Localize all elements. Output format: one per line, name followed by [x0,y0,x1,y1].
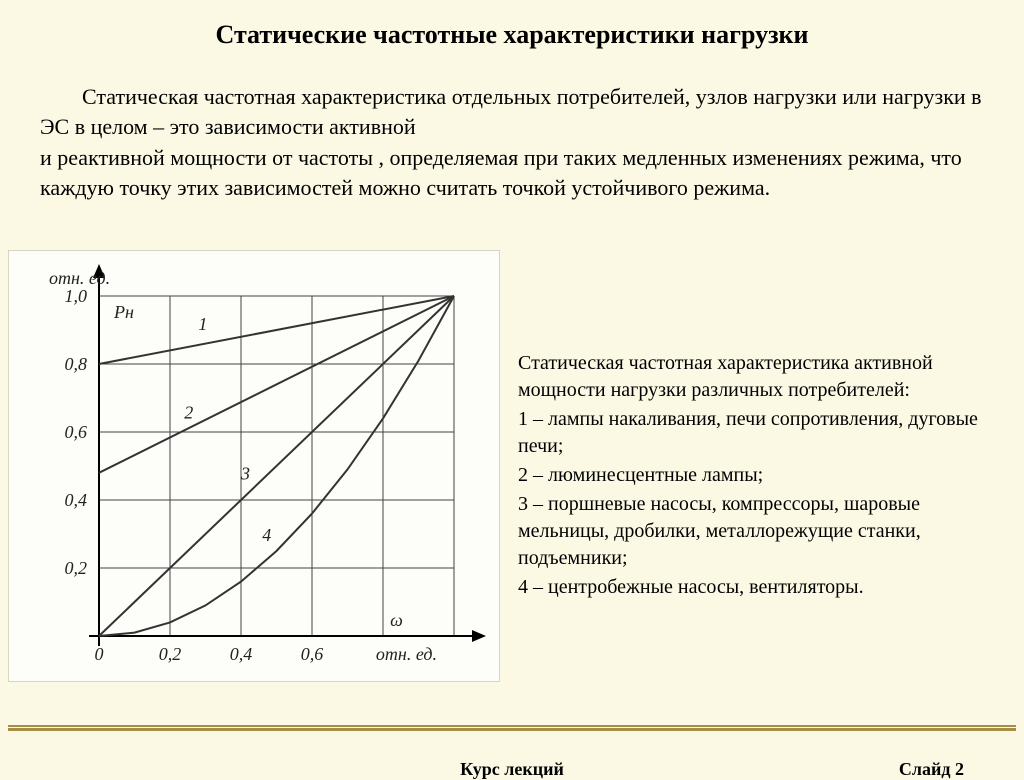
svg-text:0,4: 0,4 [230,644,253,664]
legend-item-2: 2 – люминесцентные лампы; [518,462,1004,489]
curve-label-1: 1 [198,314,207,334]
chart-svg: 123400,20,40,60,20,40,60,81,0отн. ед.Pнω… [9,251,499,681]
svg-text:0,8: 0,8 [65,354,88,374]
legend-intro: Статическая частотная характеристика акт… [518,350,1004,404]
svg-text:0,4: 0,4 [65,490,88,510]
legend-item-4: 4 – центробежные насосы, вентиляторы. [518,574,1004,601]
footer-rule [8,725,1016,731]
paragraph-1: Статическая частотная характеристика отд… [0,82,1024,141]
curve-label-2: 2 [184,402,193,422]
svg-text:Pн: Pн [113,302,134,322]
footer-center: Курс лекций [0,759,1024,780]
content-row: 123400,20,40,60,20,40,60,81,0отн. ед.Pнω… [8,250,1016,680]
slide: Статические частотные характеристики наг… [0,0,1024,767]
curve-label-4: 4 [262,525,271,545]
svg-text:0,6: 0,6 [301,644,324,664]
footer-slide-number: Слайд 2 [899,759,964,780]
svg-text:0,2: 0,2 [159,644,182,664]
slide-title: Статические частотные характеристики наг… [0,0,1024,60]
svg-text:0,6: 0,6 [65,422,88,442]
svg-text:1,0: 1,0 [65,286,88,306]
paragraph-2: и реактивной мощности от частоты , опред… [0,143,1024,202]
legend-item-1: 1 – лампы накаливания, печи сопротивлени… [518,406,1004,460]
svg-text:0,2: 0,2 [65,558,88,578]
svg-text:отн. ед.: отн. ед. [49,268,110,288]
svg-text:отн. ед.: отн. ед. [376,644,437,664]
svg-text:ω: ω [390,610,403,630]
legend-item-3: 3 – поршневые насосы, компрессоры, шаров… [518,491,1004,572]
svg-text:0: 0 [95,644,104,664]
chart-container: 123400,20,40,60,20,40,60,81,0отн. ед.Pнω… [8,250,500,682]
chart-legend: Статическая частотная характеристика акт… [518,350,1004,603]
curve-label-3: 3 [240,464,250,484]
